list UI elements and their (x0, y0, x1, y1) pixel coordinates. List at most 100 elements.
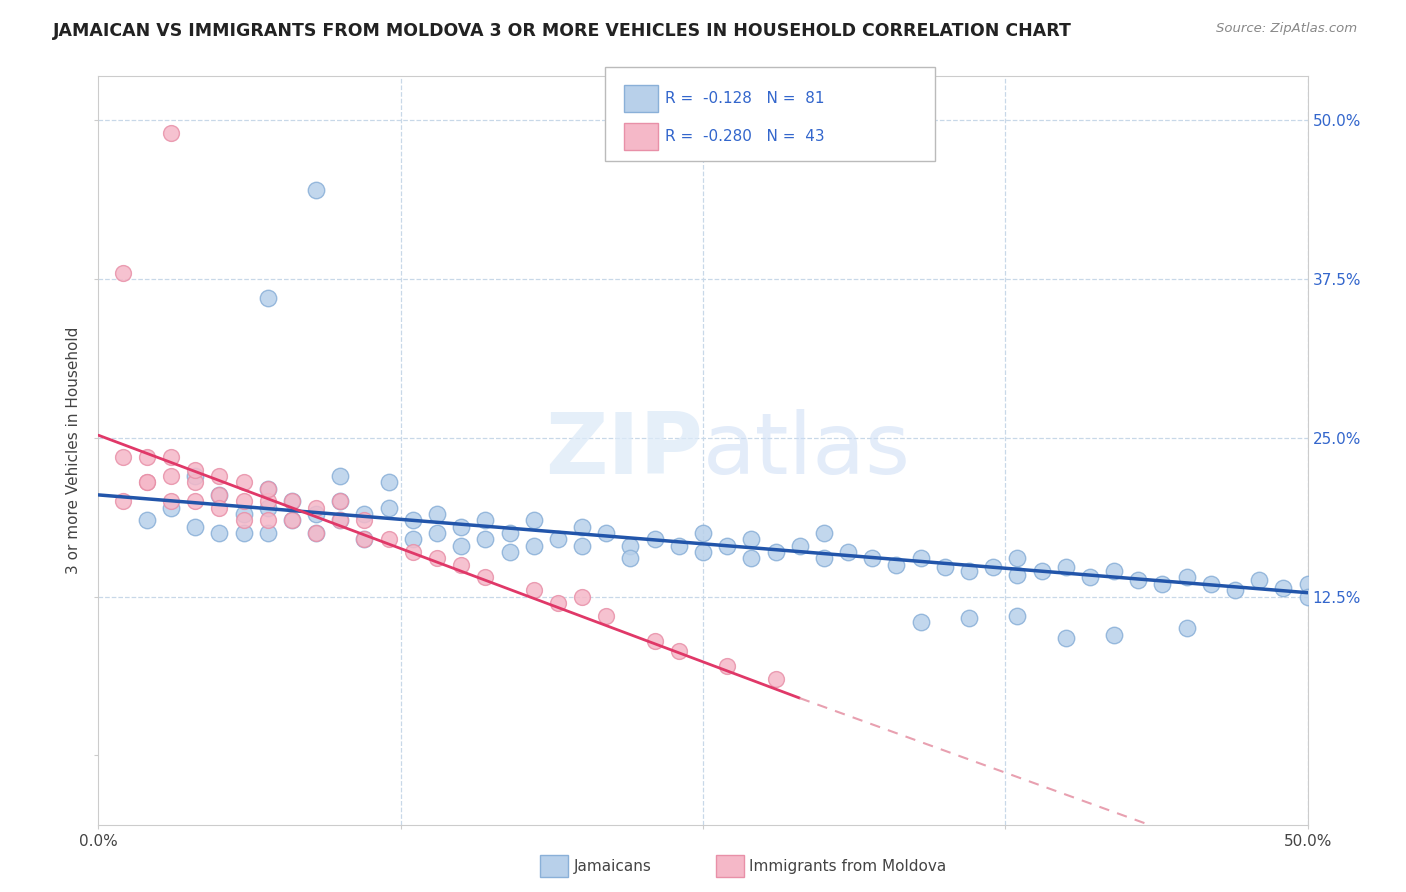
Point (498, 526, 520, 541)
Point (474, 513, 496, 527)
Point (281, 494, 304, 508)
Text: Jamaicans: Jamaicans (574, 859, 651, 873)
Point (426, 551, 449, 566)
Point (329, 468, 352, 483)
Point (1102, 627, 1125, 641)
Text: Immigrants from Moldova: Immigrants from Moldova (749, 859, 946, 873)
Point (789, 539, 811, 553)
Point (256, 482, 278, 496)
Point (305, 183, 328, 197)
Point (1054, 632, 1077, 646)
Point (716, 659, 738, 673)
Point (353, 507, 375, 521)
Point (837, 545, 859, 559)
Point (571, 519, 593, 533)
Point (232, 494, 254, 508)
Point (256, 526, 278, 541)
Point (184, 519, 207, 533)
Point (208, 500, 231, 515)
Point (1007, 568, 1029, 582)
Text: Source: ZipAtlas.com: Source: ZipAtlas.com (1216, 22, 1357, 36)
Point (1007, 551, 1029, 566)
Point (232, 507, 254, 521)
Point (1223, 583, 1246, 598)
Point (740, 551, 762, 566)
Point (353, 513, 375, 527)
Point (184, 475, 207, 490)
Point (256, 500, 278, 515)
Point (160, 468, 183, 483)
Text: ZIP: ZIP (546, 409, 703, 492)
Point (765, 672, 787, 686)
Point (111, 450, 134, 464)
Point (1296, 576, 1319, 591)
Point (474, 533, 496, 547)
Point (208, 488, 231, 502)
Point (160, 500, 183, 515)
Point (184, 462, 207, 476)
Point (644, 634, 666, 648)
Point (668, 539, 690, 553)
Point (740, 533, 762, 547)
Point (1078, 570, 1101, 584)
Point (547, 596, 569, 610)
Point (135, 475, 157, 490)
Point (1102, 564, 1125, 578)
Point (111, 494, 134, 508)
Point (813, 551, 835, 566)
Point (1249, 573, 1271, 587)
Point (329, 494, 352, 508)
Point (402, 545, 425, 559)
Text: atlas: atlas (703, 409, 911, 492)
Point (329, 494, 352, 508)
Point (184, 468, 207, 483)
Point (498, 545, 520, 559)
Point (934, 560, 956, 574)
Point (135, 513, 157, 527)
Point (716, 539, 738, 553)
Point (547, 533, 569, 547)
Point (377, 533, 399, 547)
Point (377, 475, 399, 490)
Text: JAMAICAN VS IMMIGRANTS FROM MOLDOVA 3 OR MORE VEHICLES IN HOUSEHOLD CORRELATION : JAMAICAN VS IMMIGRANTS FROM MOLDOVA 3 OR… (53, 22, 1073, 40)
Point (450, 519, 472, 533)
Point (305, 500, 328, 515)
Point (377, 500, 399, 515)
Point (232, 526, 254, 541)
Point (957, 564, 980, 578)
Point (1199, 576, 1222, 591)
Point (1175, 621, 1198, 635)
Point (135, 475, 157, 490)
Point (692, 545, 714, 559)
Point (886, 558, 908, 572)
Point (1128, 573, 1150, 587)
Point (595, 608, 617, 623)
Point (232, 513, 254, 527)
Point (402, 513, 425, 527)
Point (256, 494, 278, 508)
Point (281, 513, 304, 527)
Point (619, 539, 641, 553)
Point (208, 488, 231, 502)
Point (813, 526, 835, 541)
Point (232, 475, 254, 490)
Y-axis label: 3 or more Vehicles in Household: 3 or more Vehicles in Household (66, 326, 82, 574)
Point (957, 611, 980, 625)
Point (571, 539, 593, 553)
Point (523, 513, 546, 527)
Point (765, 545, 787, 559)
Point (160, 494, 183, 508)
Point (1175, 570, 1198, 584)
Point (305, 526, 328, 541)
Point (668, 644, 690, 658)
Point (256, 513, 278, 527)
Point (523, 583, 546, 598)
Point (910, 551, 932, 566)
Point (1054, 560, 1077, 574)
Point (353, 533, 375, 547)
Point (450, 558, 472, 572)
Point (910, 615, 932, 629)
Point (256, 291, 278, 305)
Point (111, 266, 134, 280)
Point (208, 468, 231, 483)
